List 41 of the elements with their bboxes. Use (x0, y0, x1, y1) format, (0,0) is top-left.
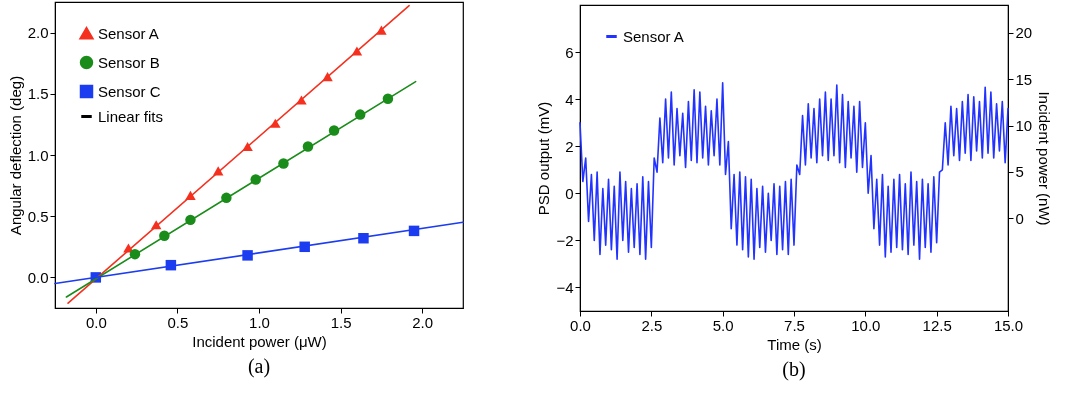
x-tick-label: 10.0 (851, 316, 881, 334)
legend-label: Sensor C (98, 82, 161, 100)
y2-tick-label: 15 (1015, 70, 1033, 88)
legend-label: Sensor A (98, 24, 159, 42)
x-tick-label: 5.0 (712, 316, 734, 334)
y-tick-label: 0.5 (27, 207, 49, 225)
y2-tick-label: 0 (1015, 209, 1024, 227)
x-tick-label: 2.5 (641, 316, 663, 334)
y-tick-label: 1.5 (27, 85, 49, 103)
legend-label: Sensor A (623, 27, 684, 45)
point (242, 250, 253, 261)
legend-label: Linear fits (98, 107, 164, 125)
x-tick-label: 0.5 (167, 313, 189, 331)
x-axis-title: Incident power (μW) (192, 332, 327, 350)
x-tick-label: 12.5 (922, 316, 952, 334)
y2-tick-label: 5 (1015, 163, 1024, 181)
y2-tick-label: 20 (1015, 24, 1033, 42)
y-tick-label: 0.0 (27, 268, 49, 286)
legend-label: Sensor B (98, 53, 160, 71)
x-tick-label: 1.5 (330, 313, 352, 331)
y-axis-title: PSD output (mV) (535, 101, 553, 216)
text: (b) (782, 358, 806, 381)
x-tick-label: 15.0 (993, 316, 1024, 334)
y-tick-label: −2 (556, 231, 574, 249)
y-tick-label: 2 (565, 137, 574, 155)
y-tick-label: 2.0 (27, 24, 49, 42)
y-tick-label: 1.0 (27, 146, 49, 164)
x-tick-label: 0.0 (85, 313, 107, 331)
x-tick-label: 7.5 (784, 316, 805, 334)
x-axis-title: Time (s) (767, 335, 822, 353)
y-tick-label: 6 (565, 43, 574, 61)
y-axis-title: Angular deflection (deg) (6, 75, 24, 236)
x-tick-label: 1.0 (249, 313, 270, 331)
text: (a) (247, 355, 271, 378)
y2-axis-title: Incident power (nW) (1036, 91, 1054, 226)
y-tick-label: 0 (565, 184, 574, 202)
y-tick-label: 4 (565, 90, 574, 108)
y2-tick-label: 10 (1015, 117, 1033, 135)
line-series (579, 81, 1009, 261)
y-tick-label: −4 (556, 278, 574, 296)
x-tick-label: 2.0 (412, 313, 434, 331)
